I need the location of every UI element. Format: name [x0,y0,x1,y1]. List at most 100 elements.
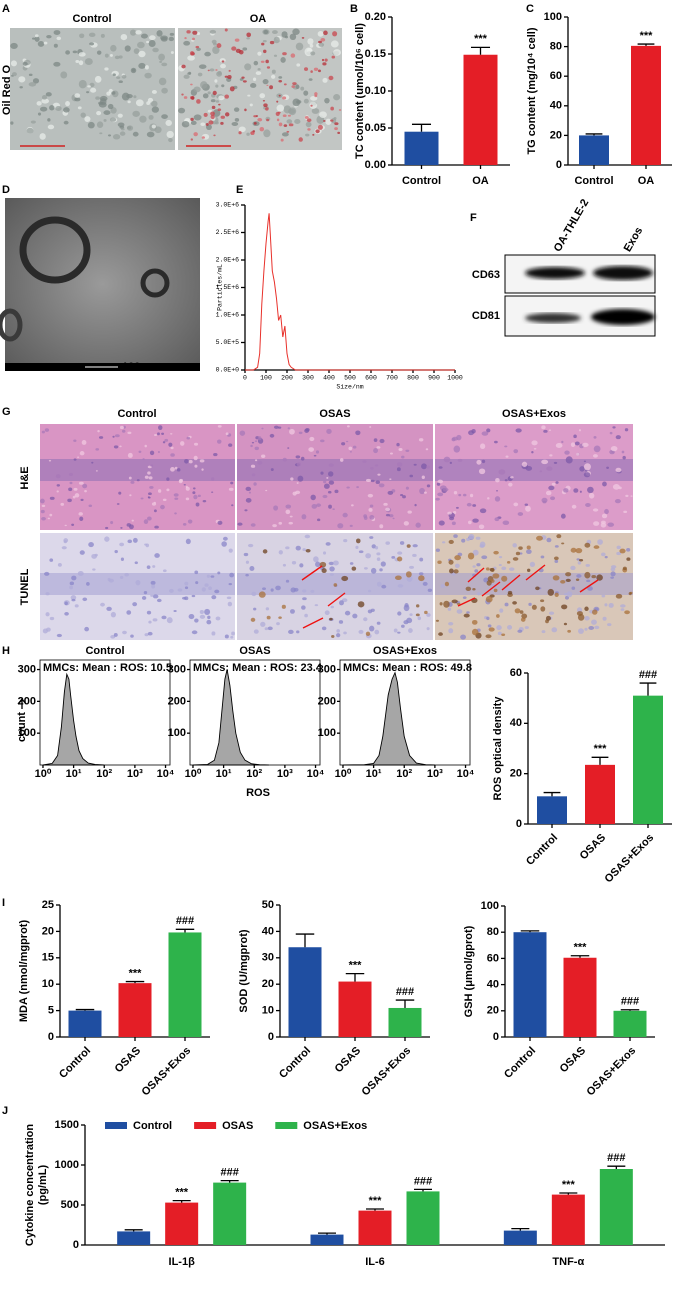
bar [503,1230,537,1245]
texture [281,132,289,137]
texture [209,29,217,34]
texture [333,94,341,101]
texture [507,590,513,595]
panel-letter: J [2,1105,8,1117]
texture [504,479,508,482]
texture [202,500,207,503]
texture [144,543,148,546]
texture [150,594,154,597]
texture [255,115,259,117]
texture [67,498,72,503]
texture [330,106,334,111]
x-tick-label: OA [638,175,655,187]
texture [239,430,246,436]
texture [63,120,69,125]
panel-letter: I [2,897,5,909]
texture [326,476,329,479]
texture [271,69,276,74]
texture [92,568,96,571]
band-label: CD81 [472,310,500,322]
texture [224,75,228,78]
texture [295,455,301,459]
texture [231,46,237,51]
texture [486,428,491,433]
texture [103,118,107,122]
texture [380,561,386,567]
texture [278,616,282,619]
blot-band [525,313,581,323]
texture [199,614,206,619]
texture [315,129,320,134]
x-tick-label: OSAS+Exos [360,1045,414,1099]
texture [182,522,187,526]
x-tick-label: OSAS [578,832,609,863]
texture [156,30,163,37]
texture [545,490,552,496]
texture [472,549,479,556]
texture [494,496,501,502]
y-tick-label: 20 [487,1005,499,1017]
texture [221,84,225,88]
texture [302,597,307,601]
texture [401,455,405,459]
y-tick-label: 0 [516,818,522,830]
texture [438,520,445,526]
y-axis-label: ROS optical density [492,696,504,801]
bar [537,796,567,824]
texture [331,55,336,59]
texture [160,504,165,510]
texture [238,131,242,135]
texture [363,567,368,570]
texture [374,629,380,635]
texture [398,448,403,452]
texture [32,37,36,40]
texture [351,504,354,507]
texture [369,625,375,632]
x-tick-label: OSAS+Exos [140,1045,194,1099]
texture [471,628,479,636]
texture [199,610,204,615]
x-tick-label: Control [402,175,441,187]
texture [415,522,421,528]
texture [253,60,259,66]
texture [320,38,326,42]
texture [96,50,102,55]
texture [126,523,132,527]
texture [224,94,229,99]
texture [622,455,626,460]
texture [300,456,305,461]
legend-label: OSAS+Exos [303,1120,367,1132]
texture [193,132,198,137]
texture [86,582,90,586]
texture [424,491,427,494]
texture [355,545,359,550]
y-tick-label: 60 [487,952,499,964]
texture [564,450,570,455]
texture [194,442,199,446]
y-tick-label: 10 [262,1005,274,1017]
texture [554,545,559,548]
texture [472,565,476,568]
texture [262,78,269,85]
arrow [302,617,324,629]
texture [162,498,167,502]
texture [228,487,234,491]
texture [278,80,283,83]
arrow [457,597,476,607]
texture [78,481,84,485]
texture [324,97,330,104]
histogram-area [42,672,105,766]
texture [53,30,61,36]
texture [244,108,247,112]
texture [539,470,543,473]
y-tick-label: 5 [48,1005,54,1017]
texture [140,497,144,500]
texture [592,454,598,458]
texture [259,127,265,132]
texture [292,491,297,496]
texture [289,515,293,518]
texture [370,567,377,574]
texture [249,566,255,572]
texture [227,601,233,607]
texture [224,634,229,639]
